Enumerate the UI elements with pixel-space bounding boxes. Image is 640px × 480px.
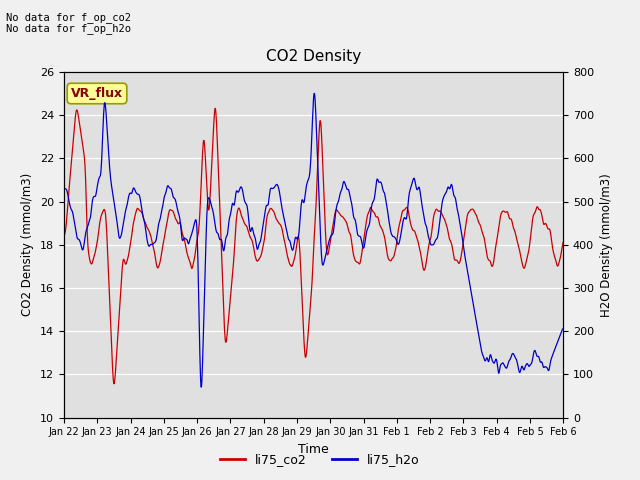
Y-axis label: CO2 Density (mmol/m3): CO2 Density (mmol/m3) <box>22 173 35 316</box>
Line: li75_co2: li75_co2 <box>64 108 563 384</box>
li75_h2o <box>345 187 353 193</box>
Legend: li75_co2, li75_h2o: li75_co2, li75_h2o <box>215 448 425 471</box>
Title: CO2 Density: CO2 Density <box>266 49 361 64</box>
li75_h2o <box>272 182 280 188</box>
Y-axis label: H2O Density (mmol/m3): H2O Density (mmol/m3) <box>600 173 612 317</box>
li75_co2 <box>283 251 291 256</box>
li75_co2 <box>211 106 219 111</box>
li75_h2o <box>559 326 567 332</box>
li75_h2o <box>197 384 205 390</box>
li75_co2 <box>110 381 118 387</box>
li75_h2o <box>119 223 127 229</box>
Line: li75_h2o: li75_h2o <box>64 94 563 387</box>
li75_co2 <box>273 216 280 222</box>
li75_h2o <box>99 134 106 140</box>
li75_h2o <box>292 235 300 240</box>
li75_co2 <box>345 228 353 234</box>
li75_h2o <box>283 227 291 233</box>
Text: No data for f_op_co2: No data for f_op_co2 <box>6 12 131 23</box>
Text: No data for f_op_h2o: No data for f_op_h2o <box>6 23 131 34</box>
li75_co2 <box>60 232 68 238</box>
li75_co2 <box>120 257 127 263</box>
Text: VR_flux: VR_flux <box>71 87 123 100</box>
li75_co2 <box>559 240 567 245</box>
X-axis label: Time: Time <box>298 443 329 456</box>
li75_co2 <box>292 249 300 254</box>
li75_co2 <box>99 209 106 215</box>
li75_h2o <box>310 91 318 96</box>
li75_h2o <box>60 185 68 191</box>
